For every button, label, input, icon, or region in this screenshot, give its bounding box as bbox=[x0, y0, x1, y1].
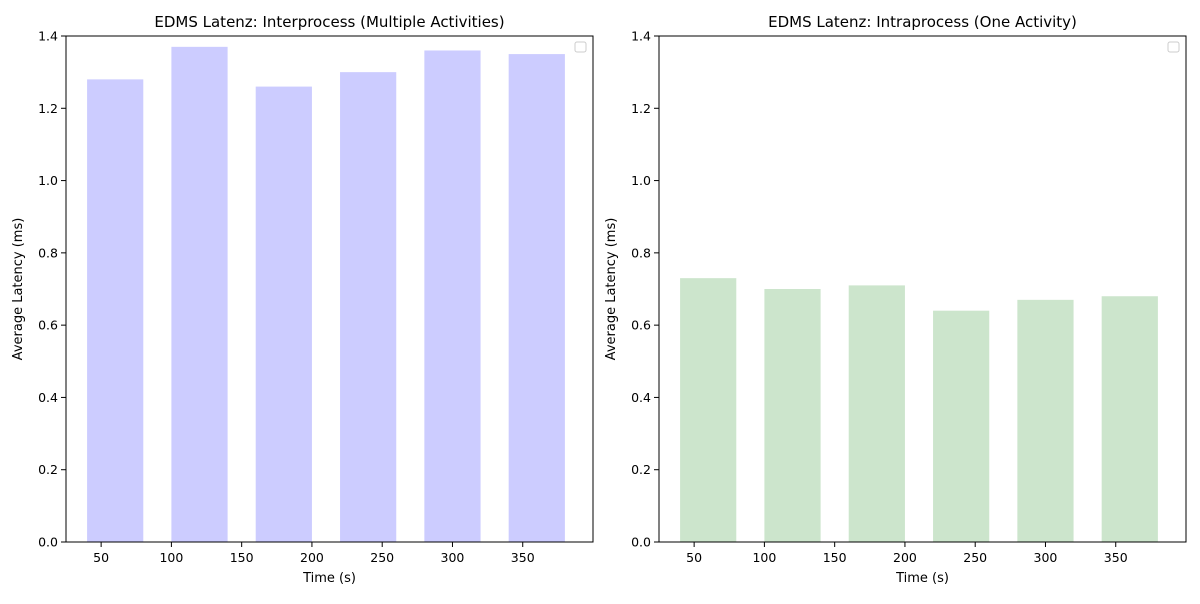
x-tick-label: 150 bbox=[230, 550, 254, 565]
y-tick-label: 1.2 bbox=[38, 101, 58, 116]
y-tick-label: 1.4 bbox=[631, 29, 651, 44]
x-tick-label: 100 bbox=[752, 550, 776, 565]
x-tick-label: 250 bbox=[370, 550, 394, 565]
plot-frame bbox=[65, 35, 594, 543]
y-tick-label: 0.0 bbox=[631, 535, 651, 550]
bar-4 bbox=[933, 310, 990, 542]
x-tick-label: 50 bbox=[686, 550, 702, 565]
y-tick-label: 0.8 bbox=[38, 245, 58, 260]
chart-panel-1: 50 100 150 200 250 300 350 0.0 0.2 0.4 0.6 0.8 1.0 1.… bbox=[11, 13, 594, 586]
y-tick-label: 0.4 bbox=[38, 390, 58, 405]
y-axis-label: Average Latency (ms) bbox=[11, 218, 26, 361]
bar-1 bbox=[87, 79, 144, 542]
x-tick-label: 100 bbox=[159, 550, 183, 565]
x-tick-label: 350 bbox=[1104, 550, 1128, 565]
legend-box bbox=[574, 41, 587, 53]
y-tick-label: 0.8 bbox=[631, 245, 651, 260]
y-tick-label: 1.4 bbox=[38, 29, 58, 44]
plot-frame bbox=[658, 35, 1187, 543]
chart-title: EDMS Latenz: Intraprocess (One Activity) bbox=[768, 13, 1077, 31]
x-axis-label: Time (s) bbox=[302, 571, 356, 586]
chart-title: EDMS Latenz: Interprocess (Multiple Acti… bbox=[154, 13, 504, 31]
y-tick-label: 0.2 bbox=[38, 462, 58, 477]
x-tick-label: 250 bbox=[963, 550, 987, 565]
x-tick-label: 300 bbox=[441, 550, 465, 565]
y-axis-label: Average Latency (ms) bbox=[604, 218, 619, 361]
y-tick-label: 0.0 bbox=[38, 535, 58, 550]
bar-6 bbox=[1101, 296, 1158, 542]
bar-6 bbox=[508, 54, 565, 542]
y-tick-label: 0.2 bbox=[631, 462, 651, 477]
bar-4 bbox=[340, 72, 397, 543]
bar-3 bbox=[848, 285, 905, 542]
x-axis-label: Time (s) bbox=[895, 571, 949, 586]
chart-panel-2: 50 100 150 200 250 300 350 0.0 0.2 0.4 0.6 0.8 1.0 1.… bbox=[604, 13, 1187, 586]
y-tick-label: 1.0 bbox=[38, 173, 58, 188]
x-tick-label: 300 bbox=[1034, 550, 1058, 565]
bar-2 bbox=[764, 289, 821, 542]
bar-3 bbox=[255, 86, 312, 542]
y-tick-label: 0.6 bbox=[38, 318, 58, 333]
x-tick-label: 200 bbox=[300, 550, 324, 565]
y-tick-label: 1.0 bbox=[631, 173, 651, 188]
legend-box bbox=[1167, 41, 1180, 53]
bar-2 bbox=[171, 46, 228, 542]
y-tick-label: 0.6 bbox=[631, 318, 651, 333]
bar-5 bbox=[1017, 299, 1074, 542]
y-tick-label: 0.4 bbox=[631, 390, 651, 405]
y-tick-label: 1.2 bbox=[631, 101, 651, 116]
bar-1 bbox=[680, 278, 737, 542]
bar-5 bbox=[424, 50, 481, 542]
x-tick-label: 150 bbox=[823, 550, 847, 565]
x-tick-label: 350 bbox=[511, 550, 535, 565]
x-tick-label: 200 bbox=[893, 550, 917, 565]
x-tick-label: 50 bbox=[93, 550, 109, 565]
